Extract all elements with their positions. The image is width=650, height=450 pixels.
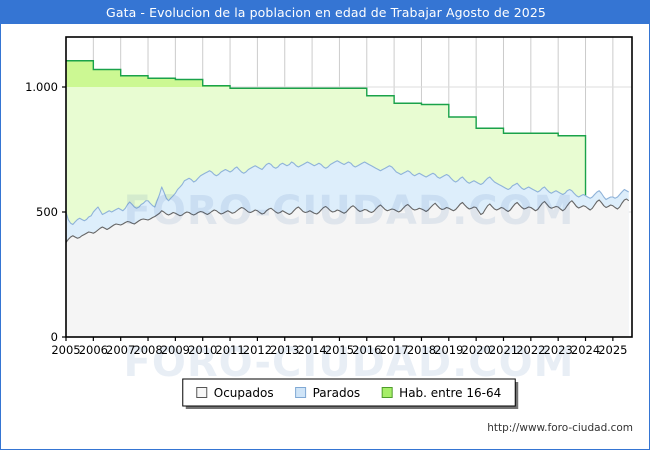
x-axis-tick-label: 2017 [379,343,408,357]
y-axis-tick-label: 500 [36,205,58,219]
chart-legend: Ocupados Parados Hab. entre 16-64 [182,378,519,409]
x-axis-tick-label: 2025 [598,343,627,357]
y-axis-tick-label: 1.000 [25,80,58,94]
legend-label: Ocupados [214,386,274,400]
x-axis-tick-label: 2012 [243,343,272,357]
x-axis-tick-label: 2018 [407,343,436,357]
x-axis-tick-label: 2019 [434,343,463,357]
legend-swatch [295,387,307,398]
legend-swatch [196,387,208,398]
x-axis-tick-label: 2013 [270,343,299,357]
y-axis-tick-label: 0 [51,330,58,344]
x-axis-tick-label: 2023 [544,343,573,357]
chart-canvas: FORO-CIUDAD.COM FORO-CIUDAD.COM 0 500 1.000… [1,24,649,449]
y-axis-ticks: 0 500 1.000 [25,80,66,344]
x-axis-tick-label: 2016 [352,343,381,357]
footer-url[interactable]: http://www.foro-ciudad.com [487,422,633,434]
legend-item[interactable]: Ocupados [196,386,274,400]
population-chart: FORO-CIUDAD.COM FORO-CIUDAD.COM 0 500 1.000… [25,36,633,434]
legend-label: Parados [313,386,361,400]
svg-text:FORO-CIUDAD.COM: FORO-CIUDAD.COM [124,188,575,234]
chart-footer: http://www.foro-ciudad.com [487,422,633,434]
x-axis-tick-label: 2006 [79,343,108,357]
watermark: FORO-CIUDAD.COM FORO-CIUDAD.COM [124,188,575,386]
window-titlebar: Gata - Evolucion de la poblacion en edad… [1,1,650,24]
svg-text:FORO-CIUDAD.COM: FORO-CIUDAD.COM [124,340,575,386]
x-axis-tick-label: 2007 [106,343,135,357]
x-axis-tick-label: 2010 [188,343,217,357]
x-axis-tick-label: 2014 [297,343,326,357]
x-axis-tick-label: 2015 [325,343,354,357]
x-axis-tick-label: 2022 [516,343,545,357]
plot-frame [65,36,633,338]
legend-label: Hab. entre 16-64 [399,386,501,400]
series-areas [66,60,630,337]
page-title: Gata - Evolucion de la poblacion en edad… [106,5,546,20]
legend-item[interactable]: Hab. entre 16-64 [381,386,501,400]
x-axis-ticks: 2005200620072008200920102011201220132014… [51,337,628,357]
x-axis-tick-label: 2009 [161,343,190,357]
legend-swatch [381,387,393,398]
legend-item[interactable]: Parados [295,386,361,400]
x-axis-tick-label: 2020 [462,343,491,357]
x-axis-tick-label: 2005 [51,343,80,357]
x-axis-tick-label: 2008 [133,343,162,357]
x-axis-tick-label: 2011 [215,343,244,357]
x-axis-tick-label: 2021 [489,343,518,357]
x-axis-tick-label: 2024 [571,343,600,357]
